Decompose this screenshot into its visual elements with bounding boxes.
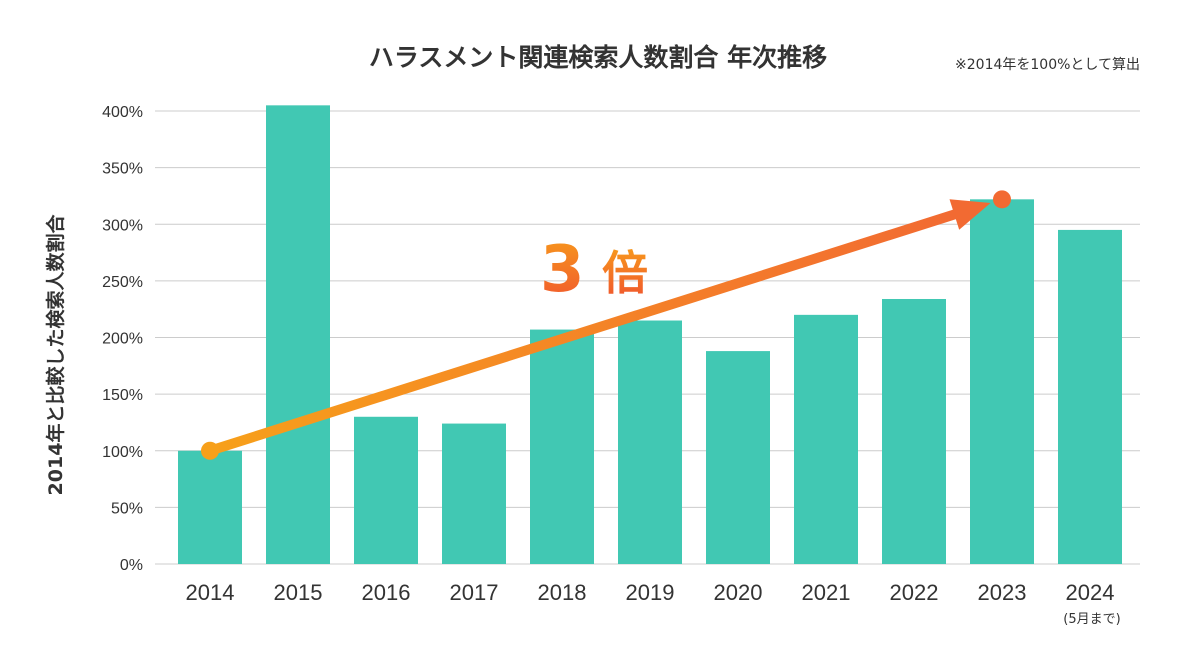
- bar-2022: [882, 298, 946, 564]
- x-axis-ticks: 2014 2015 2016 2017 2018 2019 2020 2021 2022 2023…: [186, 580, 1121, 627]
- annotation-number: 3: [540, 233, 585, 307]
- y-tick-label: 0%: [120, 557, 143, 574]
- chart-note: ※2014年を100%として算出: [955, 57, 1140, 73]
- y-axis-label: 2014年と比較した検索人数割合: [44, 214, 67, 496]
- x-tick-note: (5月まで): [1063, 612, 1120, 627]
- x-tick-label: 2024: [1066, 580, 1115, 605]
- y-tick-label: 300%: [102, 217, 143, 234]
- y-tick-label: 250%: [102, 274, 143, 291]
- y-tick-label: 50%: [111, 500, 143, 517]
- x-tick-label: 2020: [714, 580, 763, 605]
- bar-2020: [706, 351, 770, 564]
- chart-title: ハラスメント関連検索人数割合 年次推移: [369, 43, 827, 72]
- bar-2015: [266, 105, 330, 565]
- arrow-head: [949, 199, 991, 230]
- bars: [178, 105, 1122, 565]
- y-axis-ticks: 0% 50% 100% 150% 200% 250% 300% 350% 400%: [102, 104, 143, 574]
- bar-2019: [618, 320, 682, 564]
- x-tick-label: 2019: [626, 580, 675, 605]
- x-tick-label: 2023: [978, 580, 1027, 605]
- trend-arrow: [201, 190, 1011, 460]
- y-tick-label: 200%: [102, 331, 143, 348]
- y-tick-label: 350%: [102, 161, 143, 178]
- bar-2024: [1058, 229, 1122, 564]
- x-tick-label: 2017: [450, 580, 499, 605]
- annotation-kanji: 倍: [602, 246, 648, 300]
- bar-2017: [442, 423, 506, 564]
- bar-2014: [178, 450, 242, 564]
- x-tick-label: 2022: [890, 580, 939, 605]
- y-tick-label: 150%: [102, 387, 143, 404]
- x-tick-label: 2014: [186, 580, 235, 605]
- bar-2023: [970, 199, 1034, 564]
- y-tick-label: 100%: [102, 444, 143, 461]
- x-tick-label: 2015: [274, 580, 323, 605]
- arrow-end-dot: [993, 190, 1011, 209]
- arrow-shaft: [205, 208, 964, 456]
- bar-2016: [354, 416, 418, 564]
- y-tick-label: 400%: [102, 104, 143, 121]
- x-tick-label: 2016: [362, 580, 411, 605]
- arrow-start-dot: [201, 441, 219, 460]
- multiplier-annotation: 3 倍: [540, 233, 648, 307]
- bar-2021: [794, 314, 858, 564]
- bar-2018: [530, 329, 594, 564]
- x-tick-label: 2018: [538, 580, 587, 605]
- x-tick-label: 2021: [802, 580, 851, 605]
